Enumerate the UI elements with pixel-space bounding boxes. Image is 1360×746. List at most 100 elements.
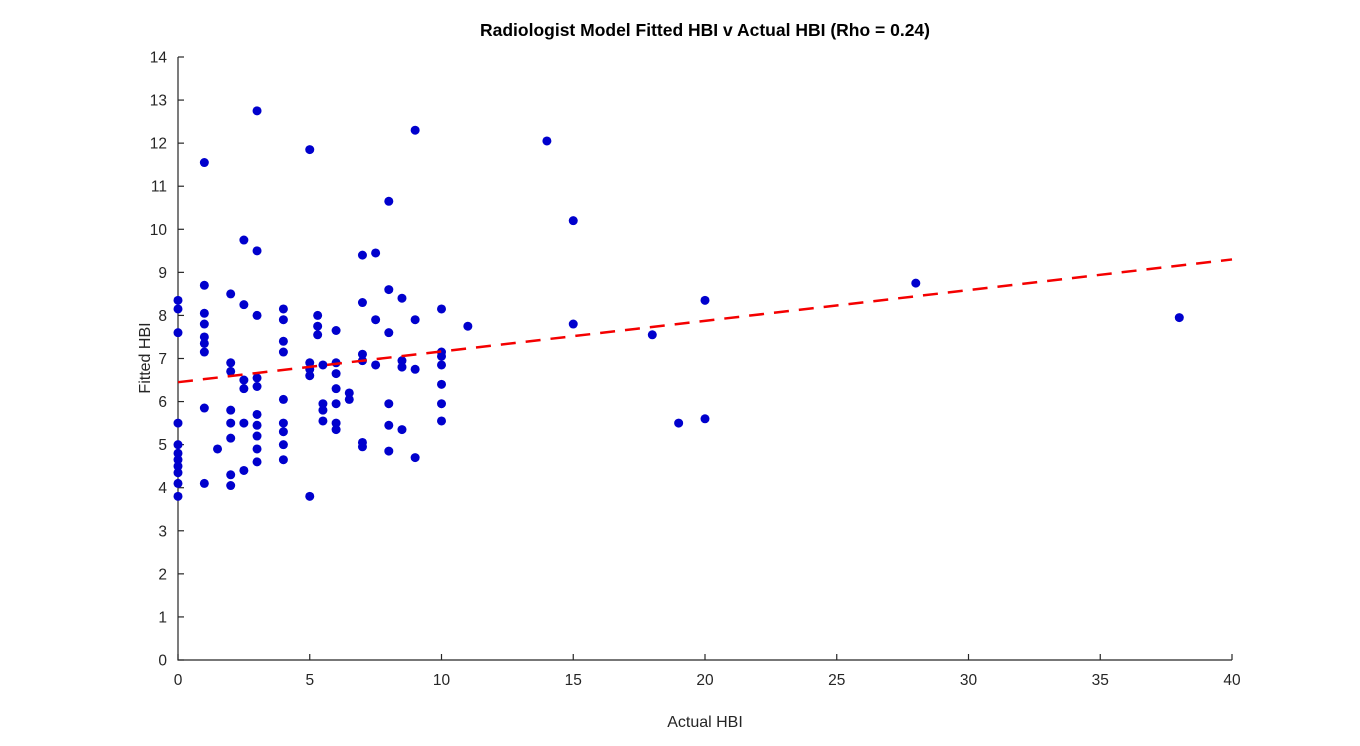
data-point [252,444,262,454]
data-point [226,358,236,368]
data-point [313,310,323,320]
data-point [173,461,183,471]
data-point [331,369,341,379]
scatter-points [173,106,1184,501]
data-point [331,384,341,394]
data-point [199,403,209,413]
data-point [542,136,552,146]
data-point [226,366,236,376]
data-point [911,278,921,288]
data-point [410,364,420,374]
data-point [199,280,209,290]
data-point [239,418,249,428]
data-point [239,465,249,475]
data-point [173,440,183,450]
data-point [371,248,381,258]
data-point [410,453,420,463]
data-point [410,315,420,325]
data-point [252,431,262,441]
x-tick-label: 5 [305,672,314,689]
y-tick-label: 0 [158,653,167,670]
data-point [199,338,209,348]
y-tick-label: 7 [158,351,167,368]
data-point [252,457,262,467]
data-point [437,351,446,361]
data-point [371,315,381,325]
data-point [397,356,407,366]
data-point [397,425,407,435]
y-tick-label: 10 [150,222,168,239]
y-tick-label: 14 [150,50,168,67]
data-point [199,332,209,342]
data-point [252,373,262,383]
x-tick-label: 25 [828,672,845,689]
data-point [278,418,288,428]
data-point [239,384,249,394]
data-point [1174,313,1184,323]
data-point [384,285,394,295]
data-point [173,328,183,338]
data-point [384,420,394,430]
data-point [568,216,578,226]
data-point [199,478,209,488]
data-point [463,321,473,331]
data-point [278,336,288,346]
data-point [278,315,288,325]
data-point [226,418,236,428]
y-tick-label: 6 [158,394,167,411]
y-tick-label: 13 [150,93,167,110]
data-point [173,448,183,458]
data-point [226,481,236,491]
data-point [226,289,236,299]
data-point [313,321,323,331]
data-point [384,399,394,409]
y-tick-label: 11 [151,179,167,196]
data-point [226,470,236,480]
data-point [700,414,710,424]
data-point [305,491,315,501]
data-point [199,158,209,168]
data-point [371,360,381,370]
data-point [344,388,354,398]
data-point [568,319,578,329]
data-point [357,349,367,359]
data-point [384,196,394,206]
data-point [173,478,183,488]
x-tick-label: 30 [960,672,978,689]
data-point [318,360,328,370]
x-tick-label: 40 [1223,672,1241,689]
data-point [397,362,407,372]
data-point [173,468,183,478]
y-tick-label: 12 [150,136,167,153]
data-point [357,442,367,452]
data-point [437,360,446,370]
data-point [305,358,315,368]
data-point [384,328,394,338]
y-tick-label: 2 [158,566,167,583]
data-point [437,379,446,389]
data-point [305,371,315,381]
data-point [239,235,249,245]
data-point [318,416,328,426]
x-tick-label: 20 [696,672,714,689]
x-tick-label: 15 [565,672,582,689]
data-point [278,427,288,437]
data-point [252,246,262,256]
data-point [278,455,288,465]
data-point [239,375,249,385]
data-point [410,125,420,135]
y-tick-label: 4 [158,480,167,497]
data-point [239,300,249,310]
y-tick-label: 8 [158,308,167,325]
data-point [674,418,684,428]
x-tick-label: 10 [433,672,451,689]
data-point [173,304,183,314]
x-axis-label: Actual HBI [667,714,743,731]
data-point [252,409,262,419]
data-point [173,418,183,428]
x-tick-label: 35 [1092,672,1109,689]
x-tick-label: 0 [174,672,183,689]
data-point [331,418,341,428]
data-point [357,250,367,260]
